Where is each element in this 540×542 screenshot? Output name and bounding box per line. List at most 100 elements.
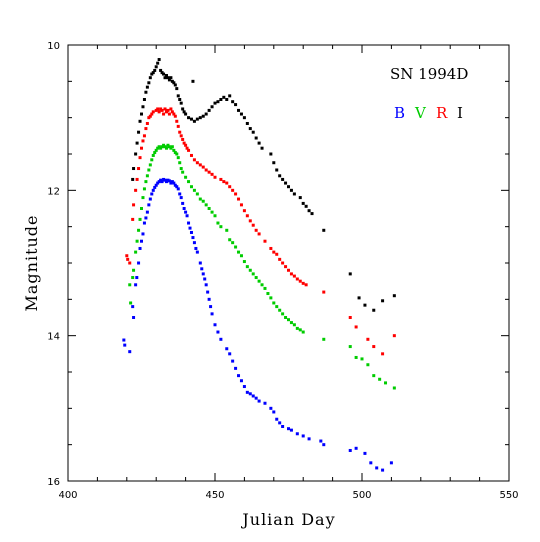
data-point-B bbox=[195, 250, 199, 254]
data-point-B bbox=[194, 246, 198, 250]
data-point-B bbox=[178, 192, 182, 196]
data-point-R bbox=[272, 250, 276, 254]
data-point-B bbox=[287, 427, 290, 431]
data-point-R bbox=[219, 177, 223, 181]
data-point-B bbox=[172, 181, 176, 185]
data-point-R bbox=[135, 177, 139, 181]
data-point-B bbox=[301, 434, 305, 438]
data-point-V bbox=[289, 321, 293, 325]
data-point-B bbox=[231, 359, 235, 363]
data-point-I bbox=[269, 152, 273, 156]
data-point-R bbox=[144, 127, 148, 131]
data-point-I bbox=[182, 110, 186, 114]
data-point-B bbox=[145, 210, 149, 214]
y-axis-label: Magnitude bbox=[22, 214, 41, 311]
data-point-B bbox=[213, 323, 217, 327]
data-point-V bbox=[142, 187, 146, 191]
data-point-I bbox=[204, 112, 208, 116]
data-point-B bbox=[281, 425, 285, 428]
data-point-R bbox=[140, 146, 143, 150]
data-point-B bbox=[144, 216, 148, 220]
data-point-B bbox=[138, 246, 142, 250]
data-point-V bbox=[272, 301, 276, 305]
data-point-V bbox=[147, 168, 151, 172]
data-point-R bbox=[254, 228, 258, 232]
data-point-R bbox=[237, 197, 241, 201]
data-point-V bbox=[184, 175, 188, 179]
data-point-V bbox=[257, 279, 261, 283]
data-point-B bbox=[381, 468, 385, 472]
data-point-R bbox=[166, 108, 170, 112]
data-point-V bbox=[275, 305, 279, 309]
data-point-B bbox=[167, 179, 171, 183]
data-point-B bbox=[322, 443, 326, 447]
data-point-B bbox=[198, 261, 202, 265]
y-tick-label: 12 bbox=[47, 186, 60, 197]
data-point-V bbox=[219, 225, 223, 229]
data-point-V bbox=[144, 180, 148, 184]
data-point-B bbox=[141, 232, 145, 236]
data-point-I bbox=[248, 127, 252, 131]
data-point-R bbox=[275, 252, 279, 256]
data-point-I bbox=[189, 117, 193, 121]
data-point-B bbox=[140, 239, 143, 243]
data-point-V bbox=[135, 239, 139, 243]
data-point-I bbox=[272, 161, 276, 165]
data-point-V bbox=[138, 217, 142, 221]
data-point-I bbox=[284, 181, 288, 185]
data-point-V bbox=[140, 207, 143, 210]
data-point-R bbox=[175, 119, 179, 123]
axis-ticks bbox=[67, 44, 510, 482]
data-point-B bbox=[191, 236, 195, 240]
data-point-V bbox=[231, 241, 235, 245]
data-point-R bbox=[248, 219, 252, 223]
data-point-R bbox=[184, 143, 188, 147]
data-point-I bbox=[213, 101, 217, 105]
data-point-I bbox=[198, 116, 202, 120]
data-point-V bbox=[295, 326, 299, 330]
data-point-I bbox=[278, 174, 282, 178]
data-point-I bbox=[178, 98, 182, 101]
data-point-I bbox=[231, 100, 235, 104]
data-point-R bbox=[150, 112, 154, 116]
data-point-R bbox=[132, 203, 136, 207]
data-point-I bbox=[281, 177, 285, 181]
data-point-R bbox=[381, 352, 385, 356]
data-point-V bbox=[225, 228, 229, 232]
data-point-R bbox=[269, 246, 273, 250]
legend-entry-B: B bbox=[394, 104, 405, 122]
data-point-I bbox=[173, 83, 177, 87]
data-point-R bbox=[295, 277, 299, 281]
data-point-I bbox=[164, 74, 168, 78]
data-point-B bbox=[354, 446, 358, 450]
data-point-B bbox=[175, 185, 179, 189]
data-point-V bbox=[176, 156, 180, 160]
data-point-R bbox=[322, 290, 326, 294]
x-tick-label: 550 bbox=[499, 490, 518, 501]
data-point-I bbox=[187, 116, 191, 120]
data-point-R bbox=[257, 232, 261, 236]
data-point-R bbox=[141, 139, 145, 143]
data-point-I bbox=[251, 130, 255, 134]
data-point-V bbox=[263, 286, 267, 290]
data-point-B bbox=[188, 226, 192, 230]
x-tick-label: 500 bbox=[352, 490, 371, 501]
y-tick-label: 10 bbox=[47, 41, 60, 52]
data-point-V bbox=[260, 283, 264, 287]
data-point-B bbox=[269, 406, 273, 410]
data-point-V bbox=[187, 180, 191, 184]
data-point-I bbox=[287, 185, 290, 189]
data-point-R bbox=[185, 146, 189, 150]
data-point-B bbox=[272, 410, 276, 414]
data-point-B bbox=[263, 401, 267, 405]
data-point-R bbox=[151, 110, 155, 114]
data-point-I bbox=[132, 167, 136, 171]
data-point-B bbox=[192, 241, 196, 245]
data-point-I bbox=[237, 108, 241, 112]
x-tick-label: 400 bbox=[58, 490, 77, 501]
data-point-I bbox=[154, 65, 158, 69]
data-point-B bbox=[203, 277, 207, 281]
data-point-I bbox=[301, 201, 305, 205]
data-point-B bbox=[189, 230, 193, 234]
data-point-I bbox=[363, 303, 367, 307]
